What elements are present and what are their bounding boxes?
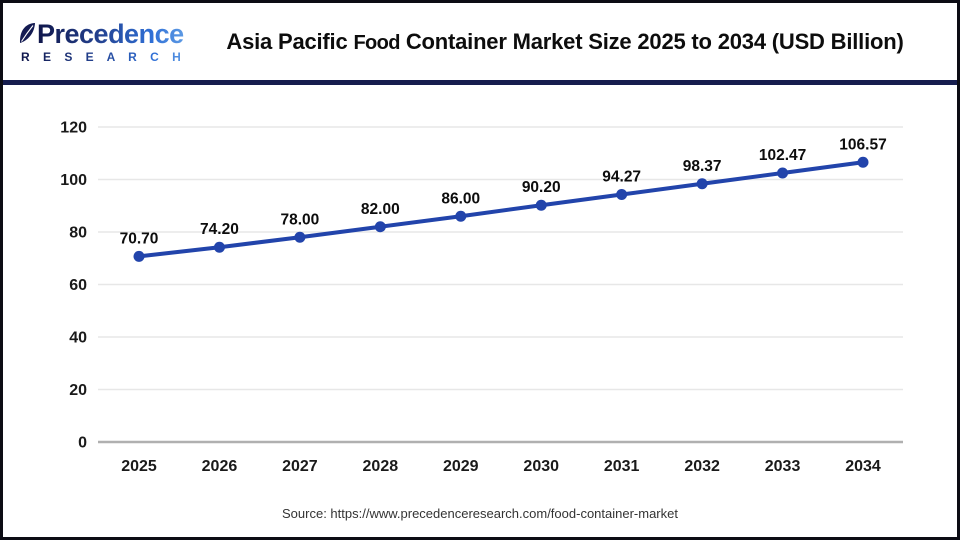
title-part-3: Container Market Size 2025 to 2034 (USD … (405, 28, 904, 54)
data-label: 98.37 (683, 158, 722, 175)
svg-text:2034: 2034 (845, 458, 881, 475)
data-points (133, 156, 869, 262)
x-axis-labels: 2025 2026 2027 2028 2029 2030 2031 2032 2033 2034 (121, 458, 881, 475)
svg-text:100: 100 (60, 172, 87, 189)
svg-text:2029: 2029 (443, 458, 479, 475)
svg-text:0: 0 (78, 435, 87, 452)
data-label: 90.20 (522, 179, 561, 196)
data-label: 70.70 (120, 230, 159, 247)
data-labels: 70.70 74.20 78.00 82.00 86.00 90.20 94.27 98.37… (120, 136, 887, 247)
svg-text:2025: 2025 (121, 458, 157, 475)
svg-text:2031: 2031 (604, 458, 640, 475)
svg-text:2026: 2026 (202, 458, 238, 475)
header: Precedence R E S E A R C H Asia Pacific … (3, 3, 957, 85)
svg-text:80: 80 (69, 225, 87, 242)
svg-text:2030: 2030 (523, 458, 559, 475)
data-label: 74.20 (200, 221, 239, 238)
svg-text:20: 20 (69, 382, 87, 399)
logo-wordmark-row: Precedence (19, 18, 187, 49)
data-point (535, 199, 547, 211)
source-text: Source: https://www.precedenceresearch.c… (282, 506, 678, 521)
svg-text:2033: 2033 (765, 458, 801, 475)
data-point (455, 210, 467, 222)
footer: Source: https://www.precedenceresearch.c… (3, 507, 957, 537)
data-point (616, 189, 628, 201)
data-label: 86.00 (441, 190, 480, 207)
chart-area: 0 20 40 60 80 100 120 2025 2026 2027 2028 2029 2030 2… (3, 85, 957, 507)
title-part-2: Food (353, 31, 400, 54)
svg-text:2028: 2028 (363, 458, 399, 475)
title-part-1: Asia Pacific (226, 28, 348, 54)
data-label: 106.57 (839, 136, 886, 153)
svg-text:2032: 2032 (684, 458, 720, 475)
svg-text:60: 60 (69, 277, 87, 294)
leaf-icon (19, 22, 35, 43)
data-point (133, 250, 145, 262)
svg-text:120: 120 (60, 120, 87, 137)
logo: Precedence R E S E A R C H (19, 18, 187, 64)
data-point (857, 156, 869, 168)
logo-subtitle: R E S E A R C H (21, 49, 186, 64)
y-axis-tick-labels: 0 20 40 60 80 100 120 (60, 120, 87, 452)
logo-wordmark: Precedence (37, 18, 184, 49)
svg-text:2027: 2027 (282, 458, 318, 475)
page-title: Asia Pacific Food Container Market Size … (187, 29, 943, 55)
data-point (374, 221, 386, 233)
data-point (294, 231, 306, 243)
data-point (696, 178, 708, 190)
data-label: 78.00 (280, 211, 319, 228)
data-label: 82.00 (361, 201, 400, 218)
data-label: 94.27 (602, 169, 641, 186)
gridlines (98, 126, 903, 444)
data-label: 102.47 (759, 147, 806, 164)
svg-text:40: 40 (69, 330, 87, 347)
data-point (777, 167, 789, 179)
series-line (137, 160, 865, 259)
data-point (213, 241, 225, 253)
